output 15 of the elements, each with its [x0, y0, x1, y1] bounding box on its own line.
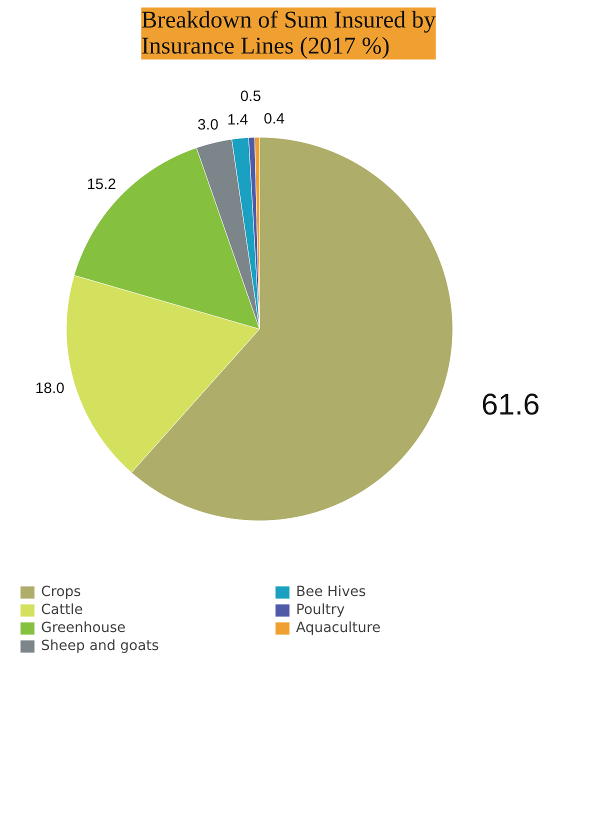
data-label: 15.2 [86, 176, 116, 194]
data-label: 1.4 [227, 112, 248, 129]
legend-label: Aquaculture [296, 620, 382, 636]
data-label: 3.0 [198, 116, 218, 134]
legend-label: Sheep and goats [41, 638, 160, 654]
legend-label: Poultry [296, 602, 346, 618]
data-label: 18.0 [35, 380, 64, 397]
data-label: 0.5 [240, 88, 262, 105]
data-label: 61.6 [481, 388, 540, 422]
legend-label: Crops [41, 584, 82, 600]
legend-label: Bee Hives [296, 584, 367, 600]
data-label: 0.4 [264, 110, 285, 128]
legend-label: Greenhouse [41, 620, 127, 636]
chart-title: Breakdown of Sum Insured by Insurance Lines (2017 %) [141, 8, 436, 60]
legend-label: Cattle [41, 602, 84, 618]
